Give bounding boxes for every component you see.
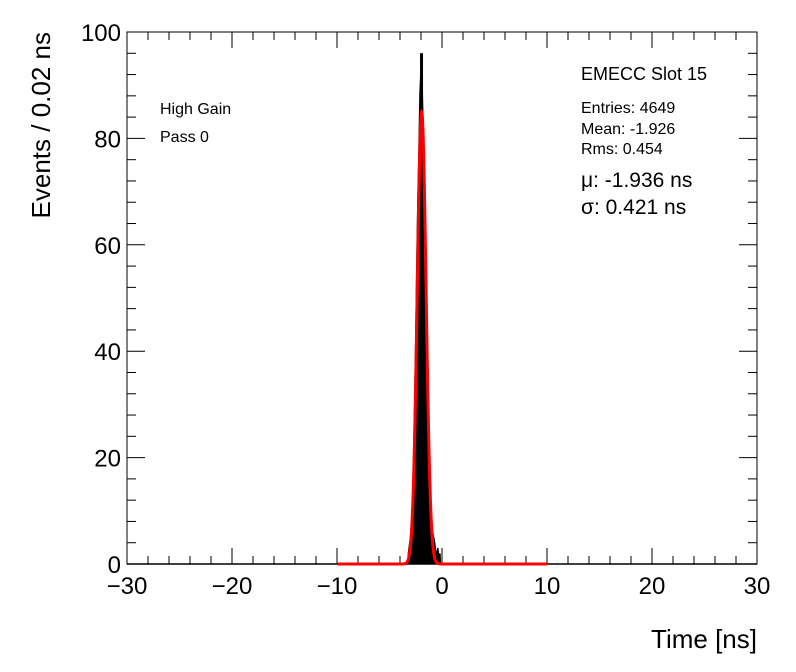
fit-sigma: σ: 0.421 ns [581, 196, 686, 219]
x-tick-label: 30 [744, 573, 771, 600]
x-tick-label: −20 [212, 573, 253, 600]
stat-rms: Rms: 0.454 [581, 141, 663, 158]
y-axis-title: Events / 0.02 ns [26, 32, 56, 218]
y-tick-label: 40 [94, 339, 121, 366]
x-tick-label: 20 [639, 573, 666, 600]
fit-series [337, 108, 547, 566]
y-axis-ticks: 0 20 40 60 80 100 [81, 20, 757, 579]
x-axis-title: Time [ns] [651, 624, 757, 654]
stat-mean: Mean: -1.926 [581, 121, 675, 138]
axis-labels: Time [ns] Events / 0.02 ns [26, 32, 757, 654]
x-tick-label: 10 [534, 573, 561, 600]
y-tick-label: 100 [81, 20, 121, 47]
annotations: High Gain Pass 0 EMECC Slot 15 Entries: 464… [160, 64, 707, 219]
y-tick-label: 0 [108, 552, 121, 579]
y-tick-label: 20 [94, 446, 121, 473]
annotation-high-gain: High Gain [160, 101, 231, 118]
x-tick-label: −30 [107, 573, 148, 600]
x-tick-label: −10 [317, 573, 358, 600]
stat-entries: Entries: 4649 [581, 100, 675, 117]
chart-title: EMECC Slot 15 [581, 64, 707, 84]
gaussian-fit-curve [337, 108, 547, 566]
annotation-pass: Pass 0 [160, 129, 209, 146]
y-tick-label: 80 [94, 126, 121, 153]
fit-mu: μ: -1.936 ns [581, 169, 692, 192]
x-axis-ticks: −30 −20 −10 0 10 20 30 [107, 32, 771, 600]
y-tick-label: 60 [94, 233, 121, 260]
x-tick-label: 0 [435, 573, 448, 600]
